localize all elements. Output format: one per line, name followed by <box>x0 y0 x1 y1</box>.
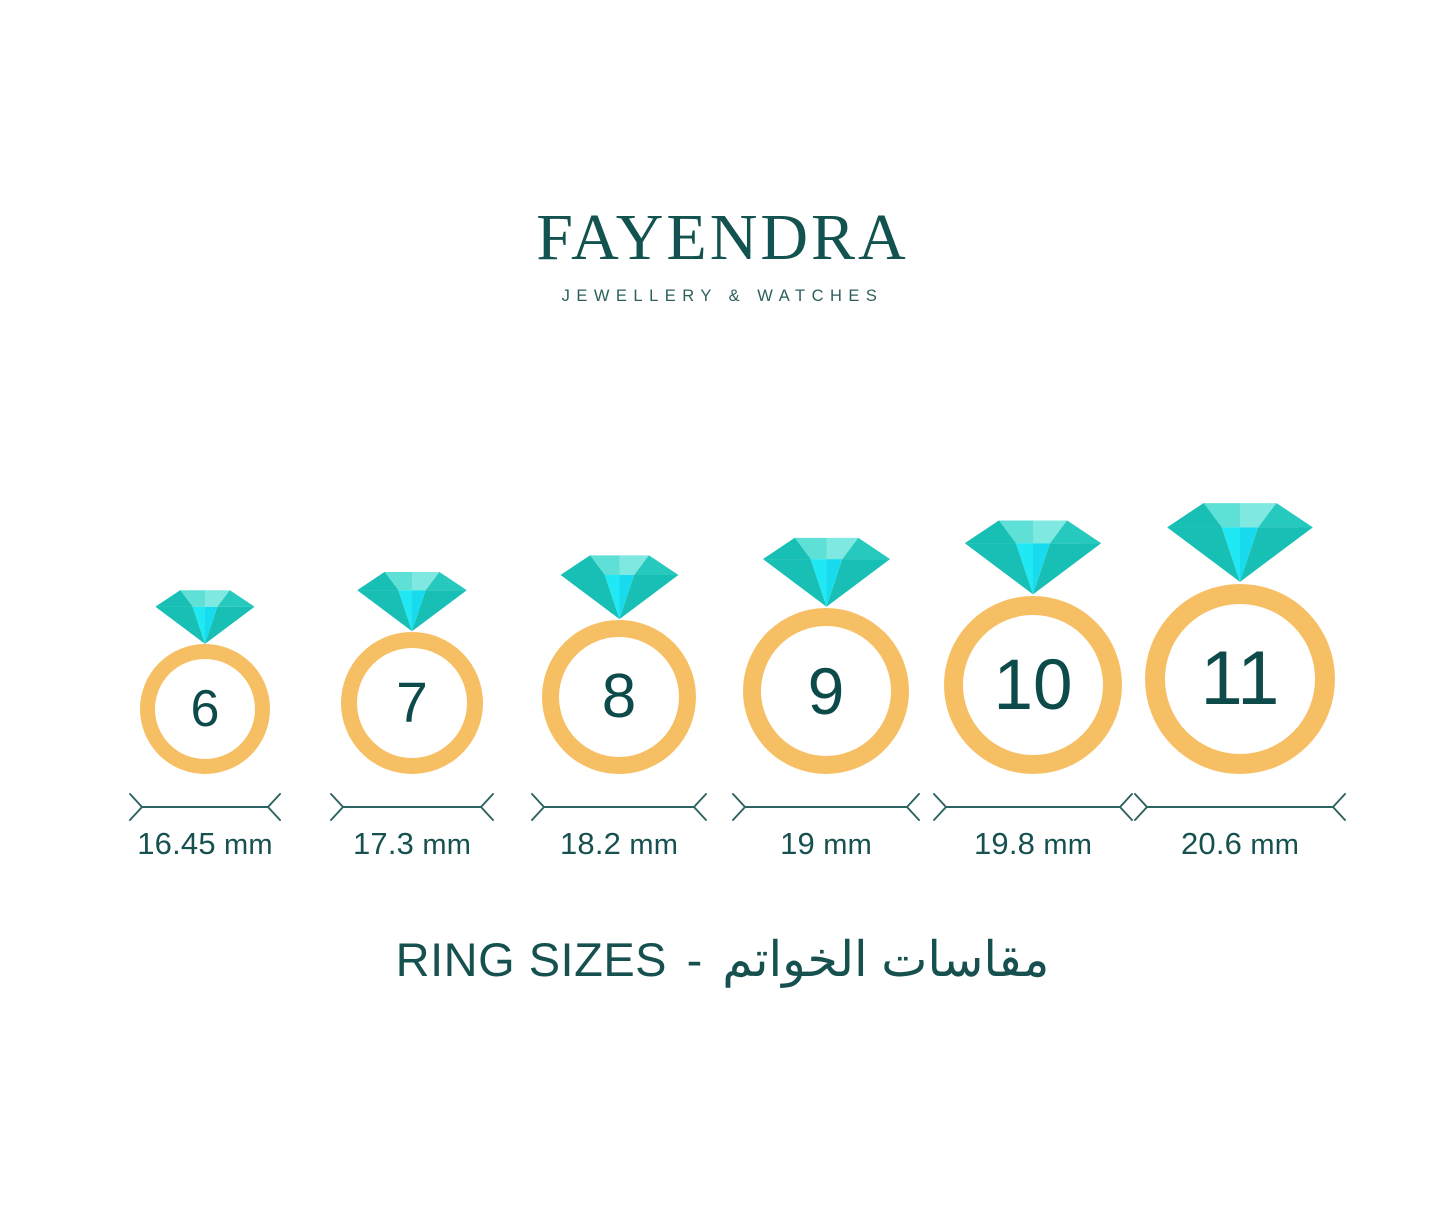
caption-english: RING SIZES <box>395 933 668 986</box>
ring-size-item[interactable]: 7 17.3 mm <box>309 565 516 860</box>
caption-separator: - <box>686 933 703 986</box>
diameter-label: 19 mm <box>780 828 872 860</box>
dimension-group: 19.8 mm <box>933 792 1133 860</box>
ring-band <box>341 632 483 774</box>
diameter-label: 17.3 mm <box>353 828 471 860</box>
dimension-arrow <box>1134 793 1346 821</box>
ring-size-number: 11 <box>1200 636 1280 721</box>
ring-band <box>1145 584 1335 774</box>
diameter-unit: mm <box>215 829 273 861</box>
dimension-group: 20.6 mm <box>1134 792 1346 860</box>
dimension-arrow <box>732 793 920 821</box>
brand-tagline: JEWELLERY & WATCHES <box>561 287 884 305</box>
brand-name: FAYENDRA <box>536 201 909 274</box>
ring-band <box>140 644 270 774</box>
dimension-arrow <box>129 793 281 821</box>
dimension-arrow <box>933 793 1133 821</box>
ring-size-number: 6 <box>190 680 220 738</box>
diamond-icon <box>762 537 890 607</box>
diameter-unit: mm <box>1242 829 1300 861</box>
ring-size-row: 6 16.45 mm 7 17.3 mm 8 18.2 mm 9 19 mm 10 19.8 mm… <box>0 440 1445 860</box>
diameter-value: 20.6 <box>1180 826 1243 861</box>
diameter-unit: mm <box>621 829 679 861</box>
diameter-label: 19.8 mm <box>974 828 1092 860</box>
ring-band <box>743 608 909 774</box>
dimension-group: 19 mm <box>732 792 920 860</box>
diameter-value: 17.3 <box>352 826 415 861</box>
ring-illustration: 9 <box>743 530 909 774</box>
diamond-icon <box>155 590 255 644</box>
diameter-label: 16.45 mm <box>137 828 273 860</box>
ring-size-number: 7 <box>396 670 428 735</box>
diamond-icon <box>560 555 678 620</box>
brand-logo: FAYENDRA JEWELLERY & WATCHES <box>0 205 1445 306</box>
diameter-unit: mm <box>814 829 872 861</box>
dimension-group: 16.45 mm <box>129 792 281 860</box>
ring-size-item[interactable]: 11 20.6 mm <box>1134 494 1346 860</box>
diamond-icon <box>1167 503 1313 582</box>
ring-size-item[interactable]: 8 18.2 mm <box>516 548 723 860</box>
caption-arabic: مقاسات الخواتم <box>722 933 1050 987</box>
ring-illustration: 6 <box>140 584 270 774</box>
ring-size-item[interactable]: 6 16.45 mm <box>102 584 309 860</box>
ring-band <box>944 596 1122 774</box>
ring-size-number: 9 <box>807 654 845 728</box>
dimension-group: 18.2 mm <box>531 792 707 860</box>
dimension-group: 17.3 mm <box>330 792 494 860</box>
chart-caption: RING SIZES - مقاسات الخواتم <box>0 930 1445 991</box>
ring-illustration: 10 <box>944 512 1122 774</box>
diamond-icon <box>964 520 1102 595</box>
ring-illustration: 11 <box>1145 494 1335 774</box>
ring-size-number: 8 <box>601 662 637 731</box>
ring-size-number: 10 <box>993 645 1073 725</box>
diameter-unit: mm <box>1035 829 1093 861</box>
diameter-value: 19 <box>780 826 815 861</box>
dimension-arrow <box>531 793 707 821</box>
ring-band <box>542 620 696 774</box>
diameter-label: 18.2 mm <box>560 828 678 860</box>
diameter-value: 16.45 <box>137 826 216 861</box>
diamond-icon <box>357 572 467 632</box>
diameter-unit: mm <box>414 829 472 861</box>
diameter-value: 18.2 <box>559 826 622 861</box>
diameter-label: 20.6 mm <box>1181 828 1299 860</box>
ring-size-item[interactable]: 10 19.8 mm <box>930 512 1137 860</box>
dimension-arrow <box>330 793 494 821</box>
ring-illustration: 7 <box>341 565 483 774</box>
diameter-value: 19.8 <box>973 826 1036 861</box>
ring-size-item[interactable]: 9 19 mm <box>723 530 930 860</box>
ring-illustration: 8 <box>542 548 696 774</box>
